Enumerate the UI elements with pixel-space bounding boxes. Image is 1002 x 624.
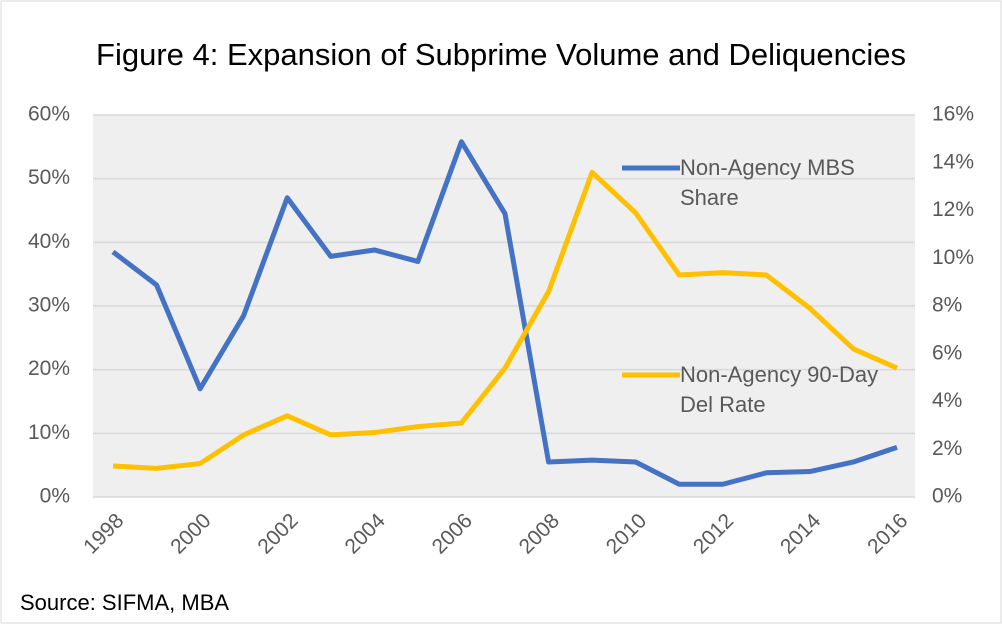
y-tick-label: 0% (40, 485, 70, 508)
y2-tick-label: 8% (932, 294, 962, 317)
chart-title: Figure 4: Expansion of Subprime Volume a… (96, 37, 906, 72)
y2-tick-label: 4% (932, 389, 962, 412)
y-tick-label: 60% (28, 103, 70, 126)
data-line (112, 169, 899, 471)
y-tick-label: 50% (28, 166, 70, 189)
y2-tick-label: 10% (932, 246, 974, 269)
legend-label: Non-Agency 90-Day Del Rate (680, 362, 879, 417)
legend-label: Non-Agency MBS Share (680, 155, 855, 210)
data-line (111, 139, 898, 487)
y2-tick-label: 2% (932, 437, 962, 460)
y-tick-label: 30% (28, 294, 70, 317)
y2-tick-label: 6% (932, 341, 962, 364)
y-tick-label: 10% (28, 421, 70, 444)
y2-tick-label: 0% (932, 485, 962, 508)
y-tick-label: 20% (28, 357, 70, 380)
y2-tick-label: 16% (932, 103, 974, 126)
y2-tick-label: 12% (932, 198, 974, 221)
y-tick-label: 40% (28, 230, 70, 253)
source-note: Source: SIFMA, MBA (20, 590, 229, 615)
y2-tick-label: 14% (932, 150, 974, 173)
